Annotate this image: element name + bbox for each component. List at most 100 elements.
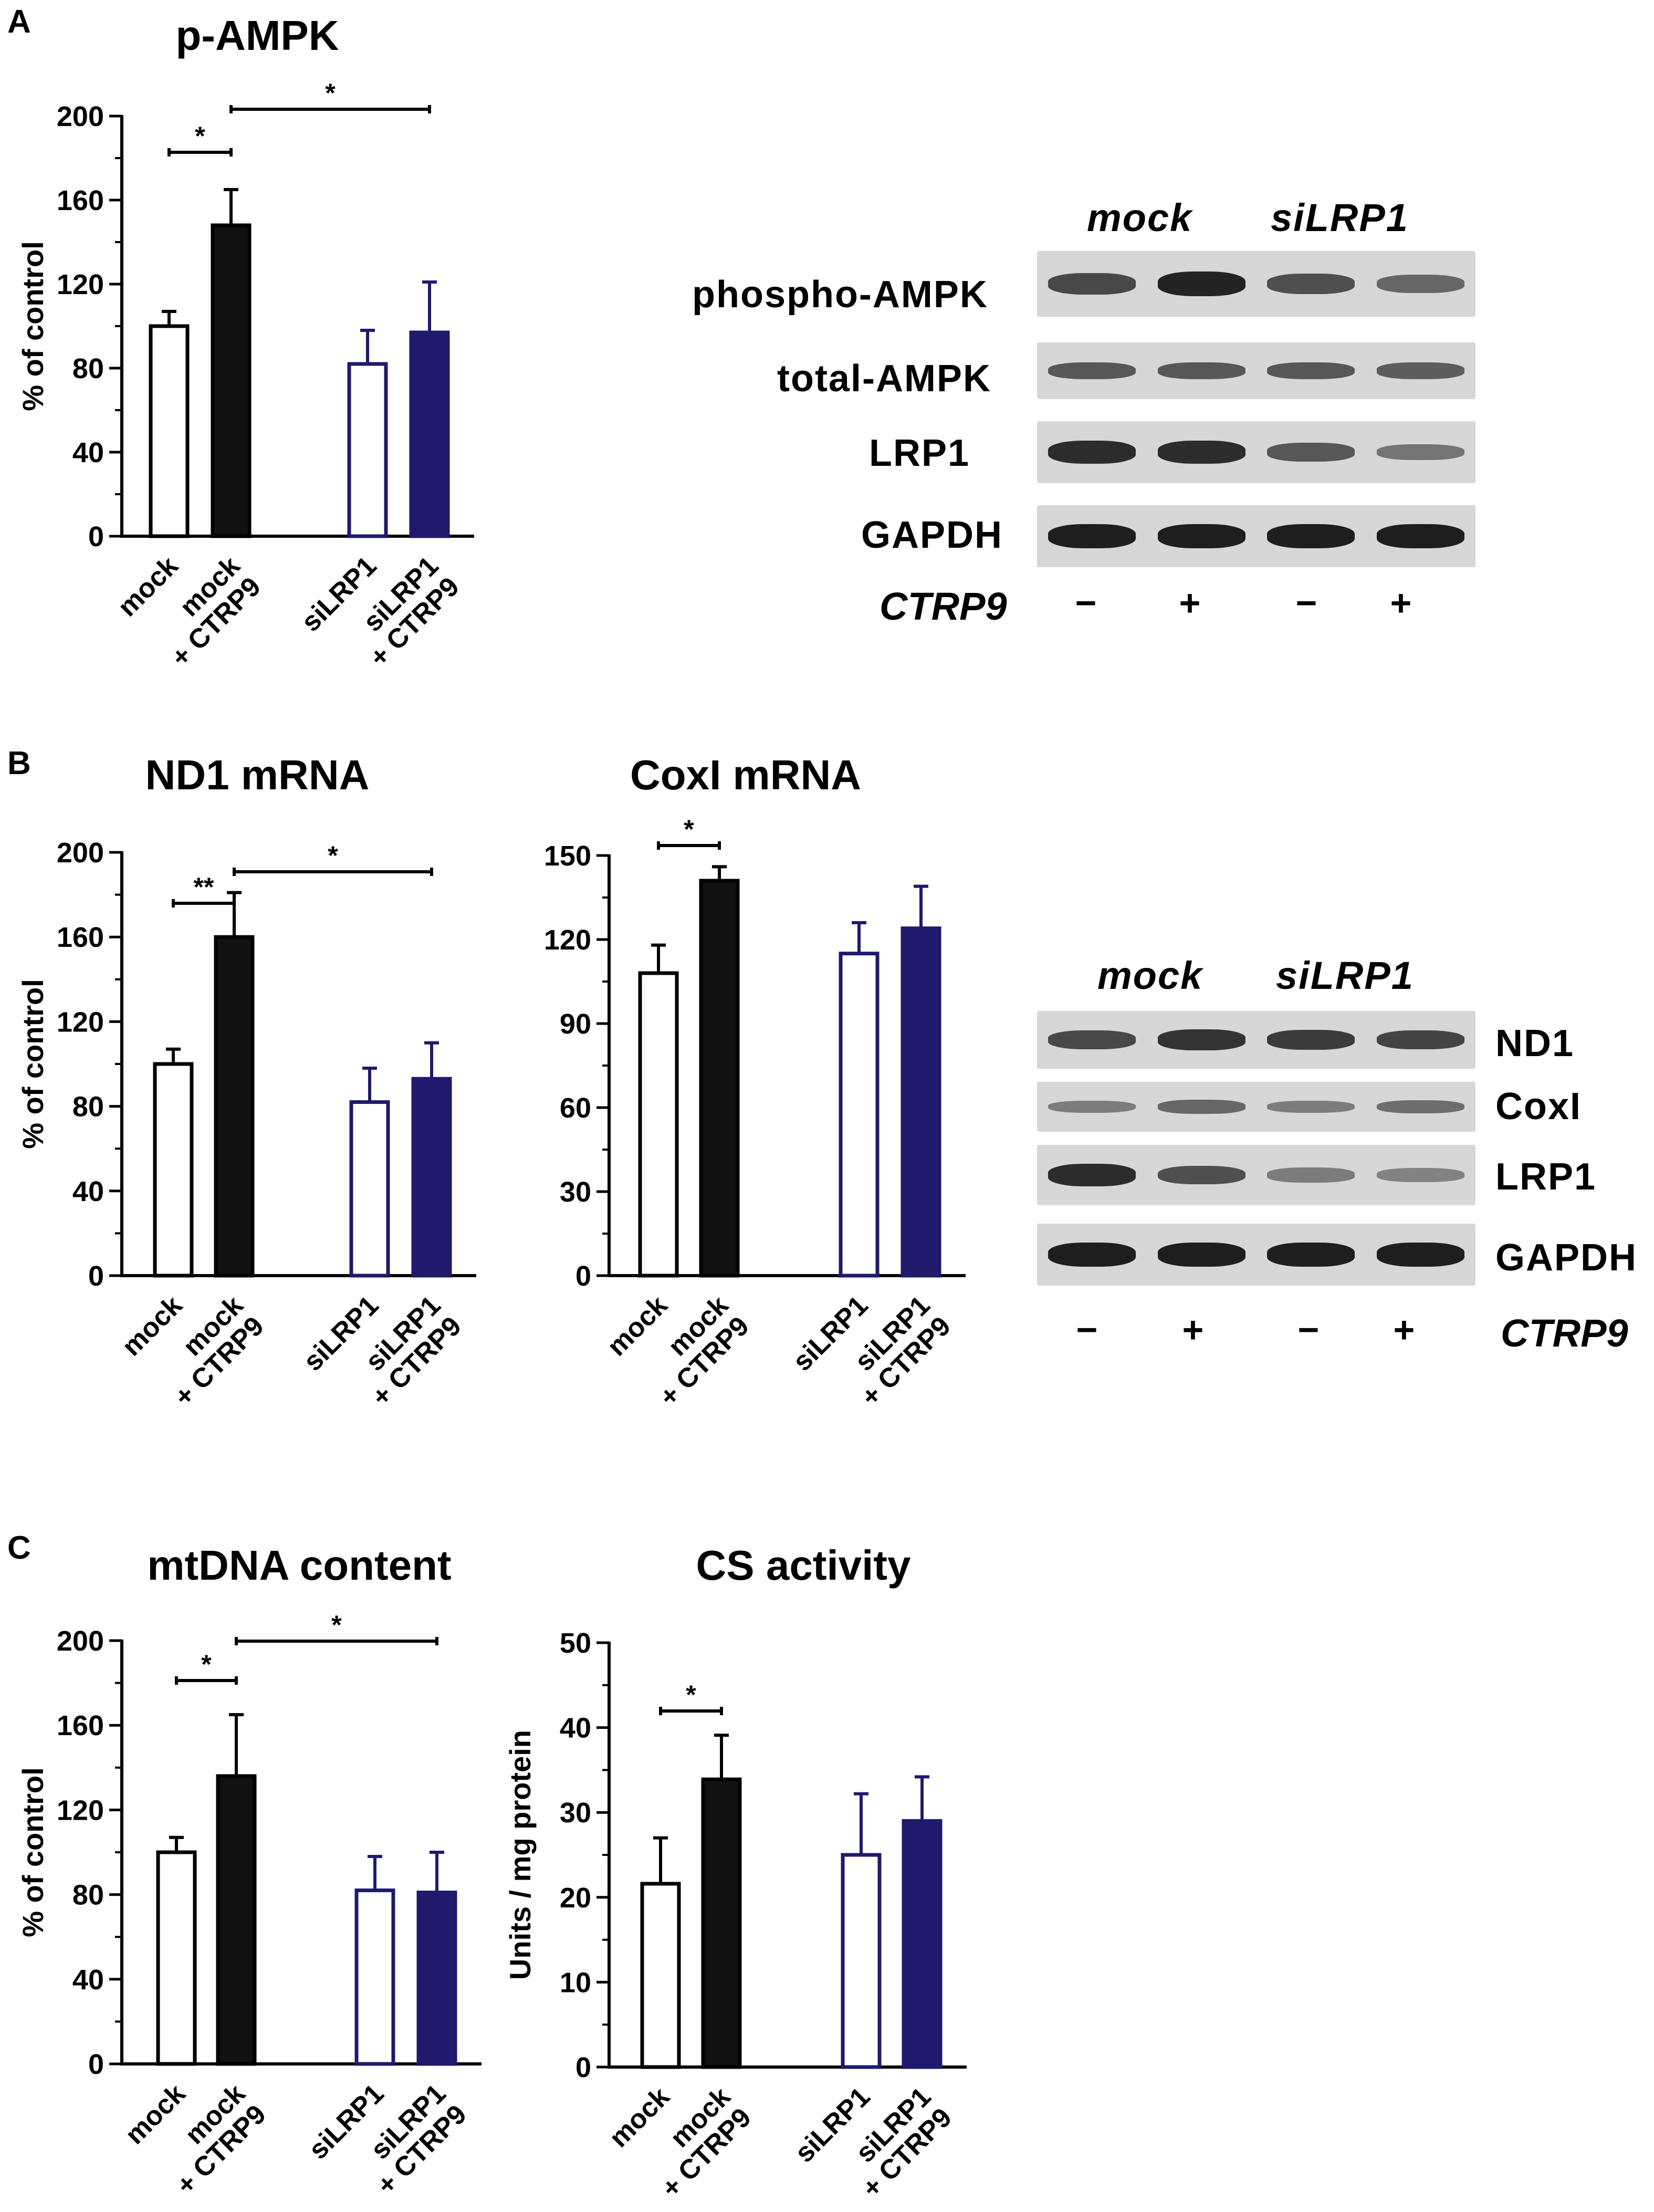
blot-a-label-gapdh: GAPDH: [861, 514, 1003, 556]
bar: [701, 1777, 742, 2069]
blot-b-label-nd1: ND1: [1495, 1022, 1575, 1065]
blot-a-treatment-2: +: [1179, 582, 1201, 623]
chart-title: CoxI mRNA: [630, 752, 861, 798]
y-tick-label: 80: [72, 353, 104, 384]
category-label: mock+ CTRP9: [150, 2078, 272, 2200]
blot-band: [1157, 1029, 1245, 1050]
chart-title: ND1 mRNA: [145, 752, 370, 798]
blot-band: [1157, 1100, 1245, 1114]
blot-band: [1267, 1100, 1355, 1113]
category-label: siLRP1+ CTRP9: [834, 1290, 957, 1412]
y-tick-label: 40: [72, 1176, 104, 1207]
blot-b-group-silrp1: siLRP1: [1276, 954, 1414, 997]
y-tick-label: 120: [57, 1794, 104, 1826]
y-tick-label: 200: [57, 837, 104, 869]
blot-b-treatment-1: −: [1076, 1309, 1098, 1350]
category-label: siLRP1: [787, 1290, 874, 1377]
blot-band: [1267, 274, 1355, 294]
blot-band: [1377, 444, 1465, 461]
y-tick-label: 20: [560, 1882, 591, 1914]
category-label: mock: [119, 2078, 191, 2150]
chart-title: p-AMPK: [175, 12, 339, 59]
blot-a-label-lrp1: LRP1: [869, 432, 970, 474]
significance-marker: *: [325, 78, 336, 108]
y-tick-label: 120: [57, 1006, 104, 1038]
category-label: mock: [112, 550, 184, 622]
y-tick-label: 120: [57, 269, 104, 300]
blot-a-treatment-4: +: [1390, 582, 1412, 623]
blot-band: [1267, 1243, 1355, 1267]
blot-b-treatment-2: +: [1182, 1309, 1204, 1350]
blot-band: [1157, 271, 1245, 297]
blot-b-label-lrp1: LRP1: [1495, 1156, 1597, 1198]
category-label: mock+ CTRP9: [635, 2081, 757, 2204]
y-tick-label: 60: [560, 1092, 591, 1124]
blot-band: [1267, 443, 1355, 462]
blot-b-label-gapdh: GAPDH: [1495, 1237, 1638, 1279]
category-label: siLRP1+ CTRP9: [343, 550, 465, 673]
bar: [156, 1850, 197, 2066]
blot-band: [1377, 1100, 1465, 1114]
panel-letter-b: B: [7, 745, 31, 781]
y-tick-label: 0: [88, 1260, 104, 1292]
y-tick-label: 30: [560, 1797, 591, 1829]
bar: [149, 324, 190, 538]
blot-band: [1157, 524, 1245, 548]
y-tick-label: 200: [57, 101, 104, 132]
blot-band: [1267, 362, 1355, 380]
bar: [640, 1882, 681, 2069]
blot-a-label-total-ampk: total-AMPK: [777, 358, 991, 400]
blot-band: [1267, 1167, 1355, 1183]
category-label: mock: [601, 1290, 673, 1362]
significance-marker: *: [328, 841, 338, 870]
y-tick-label: 40: [560, 1713, 591, 1744]
y-axis-label: Units / mg protein: [504, 1730, 537, 1980]
blot-b-strip-gapdh: [1037, 1224, 1475, 1286]
bar: [902, 1819, 943, 2069]
blot-band: [1267, 1030, 1355, 1050]
bar: [153, 1062, 194, 1278]
blot-b-strip-coxi: [1037, 1082, 1475, 1132]
y-tick-label: 120: [544, 924, 591, 956]
panel-letter-a: A: [7, 4, 31, 40]
chart-title: mtDNA content: [147, 1542, 451, 1589]
category-label: siLRP1: [789, 2081, 876, 2168]
blot-a-treatment-3: −: [1295, 582, 1317, 623]
blot-band: [1377, 524, 1465, 548]
y-tick-label: 0: [575, 1260, 591, 1292]
blot-a-ctrp9-label: CTRP9: [880, 585, 1007, 628]
significance-marker: *: [331, 1610, 342, 1640]
bar: [354, 1888, 395, 2066]
y-tick-label: 160: [57, 1710, 104, 1741]
bar: [411, 1077, 452, 1278]
blot-band: [1048, 1164, 1136, 1186]
blot-b-treatment-3: −: [1297, 1309, 1320, 1350]
category-label: siLRP1+ CTRP9: [350, 2078, 473, 2200]
blot-a-group-mock: mock: [1087, 196, 1193, 239]
blot-band: [1048, 524, 1136, 548]
bar: [409, 330, 450, 538]
y-tick-label: 50: [560, 1627, 591, 1659]
category-label: mock+ CTRP9: [148, 1290, 270, 1412]
blot-a-treatment-1: −: [1075, 582, 1097, 623]
y-tick-label: 40: [72, 1964, 104, 1996]
y-tick-label: 150: [544, 840, 591, 872]
blot-b-strip-lrp1: [1037, 1145, 1475, 1205]
blot-b-treatment-4: +: [1393, 1309, 1415, 1350]
blot-b-ctrp9-label: CTRP9: [1501, 1311, 1628, 1355]
y-tick-label: 10: [560, 1967, 591, 1998]
y-tick-label: 160: [57, 185, 104, 216]
y-tick-label: 80: [72, 1091, 104, 1123]
blot-band: [1377, 362, 1465, 379]
blot-band: [1048, 1030, 1136, 1049]
blot-a-strip-lrp1: [1037, 421, 1475, 483]
category-label: mock+ CTRP9: [633, 1290, 755, 1412]
blot-a-strip-phospho-ampk: [1037, 251, 1475, 317]
category-label: mock+ CTRP9: [144, 550, 267, 673]
y-axis-label: % of control: [16, 979, 49, 1149]
category-label: mock: [116, 1290, 188, 1362]
y-tick-label: 0: [88, 2049, 104, 2080]
blot-b-label-coxi: CoxI: [1495, 1086, 1582, 1128]
blot-b-group-mock: mock: [1097, 954, 1203, 997]
bar: [638, 971, 679, 1278]
